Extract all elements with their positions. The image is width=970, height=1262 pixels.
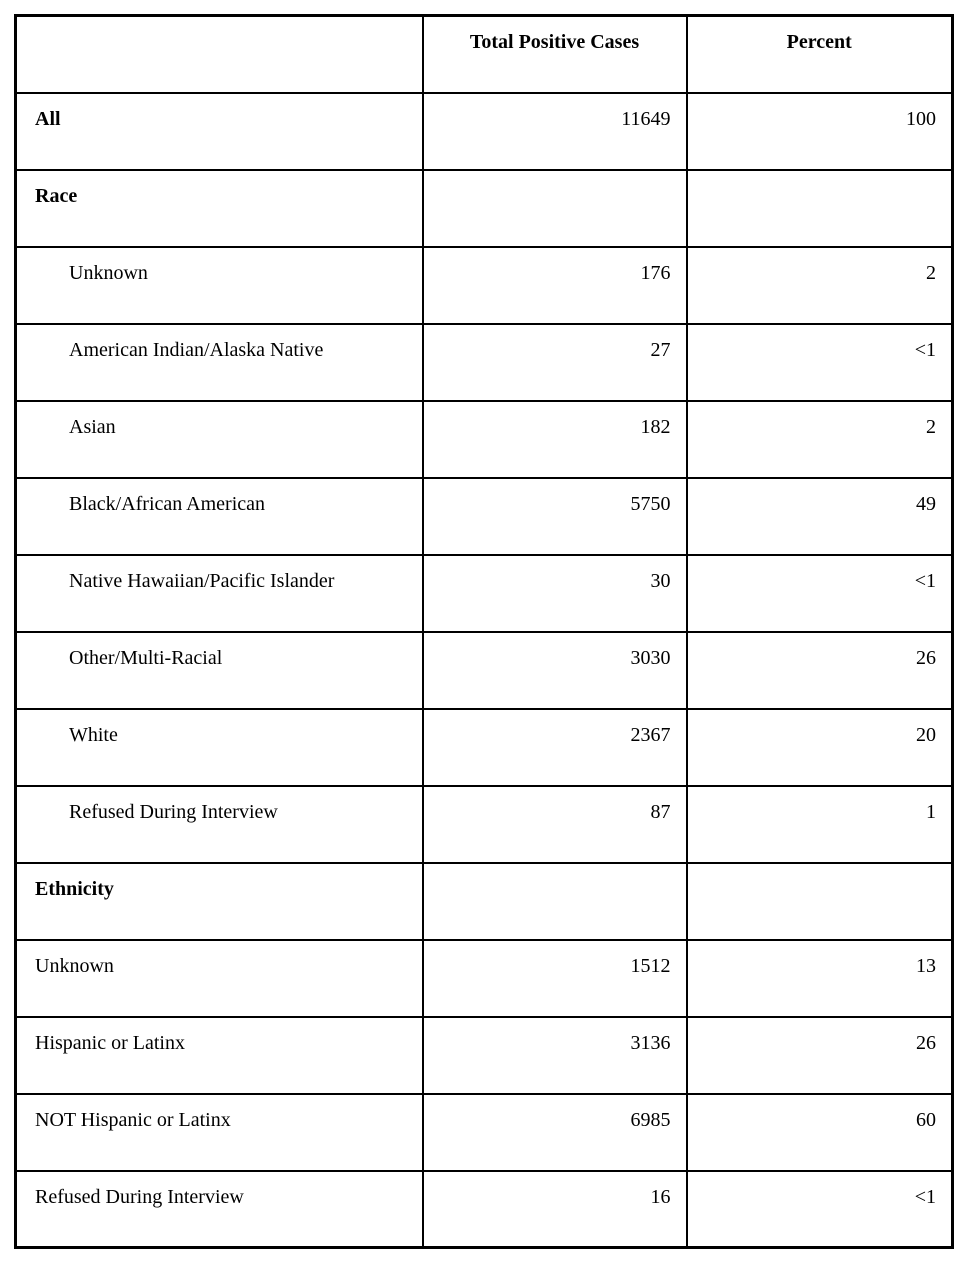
total-positive-cases-cell: 87 — [421, 784, 688, 864]
table-row: Race — [14, 168, 954, 248]
cases-by-race-ethnicity-table: Total Positive Cases Percent All 11649 100… — [14, 14, 954, 1249]
total-positive-cases-cell: 182 — [421, 399, 688, 479]
total-positive-cases-cell: 3030 — [421, 630, 688, 710]
table-row: Asian 182 2 — [14, 399, 954, 479]
percent-cell: 1 — [685, 784, 954, 864]
table-row: Ethnicity — [14, 861, 954, 941]
row-label-cell: White — [14, 707, 424, 787]
percent-cell: <1 — [685, 322, 954, 402]
total-positive-cases-cell: 3136 — [421, 1015, 688, 1095]
table-row: NOT Hispanic or Latinx 6985 60 — [14, 1092, 954, 1172]
table-row: Unknown 176 2 — [14, 245, 954, 325]
total-positive-cases-cell: 11649 — [421, 91, 688, 171]
table-body: All 11649 100 Race Unknown 176 2 American India… — [14, 91, 954, 1249]
row-label-cell: NOT Hispanic or Latinx — [14, 1092, 424, 1172]
table-row: American Indian/Alaska Native 27 <1 — [14, 322, 954, 402]
row-label-cell: Other/Multi-Racial — [14, 630, 424, 710]
row-label-cell: Ethnicity — [14, 861, 424, 941]
header-row: Total Positive Cases Percent — [14, 14, 954, 94]
total-positive-cases-cell — [421, 168, 688, 248]
percent-cell: 26 — [685, 1015, 954, 1095]
total-positive-cases-cell: 30 — [421, 553, 688, 633]
table-row: Refused During Interview 87 1 — [14, 784, 954, 864]
percent-cell: <1 — [685, 1169, 954, 1249]
total-positive-cases-cell: 5750 — [421, 476, 688, 556]
total-positive-cases-cell: 176 — [421, 245, 688, 325]
table-row: White 2367 20 — [14, 707, 954, 787]
percent-cell: 2 — [685, 399, 954, 479]
total-positive-cases-cell: 1512 — [421, 938, 688, 1018]
percent-cell: 49 — [685, 476, 954, 556]
table-row: Black/African American 5750 49 — [14, 476, 954, 556]
row-label-cell: Race — [14, 168, 424, 248]
column-header-total-positive-cases: Total Positive Cases — [421, 14, 688, 94]
percent-cell: 2 — [685, 245, 954, 325]
row-label-cell: Hispanic or Latinx — [14, 1015, 424, 1095]
table-row: Hispanic or Latinx 3136 26 — [14, 1015, 954, 1095]
total-positive-cases-cell: 16 — [421, 1169, 688, 1249]
table-row: All 11649 100 — [14, 91, 954, 171]
row-label-cell: Unknown — [14, 938, 424, 1018]
percent-cell: 13 — [685, 938, 954, 1018]
column-header-blank — [14, 14, 424, 94]
percent-cell — [685, 168, 954, 248]
total-positive-cases-cell: 6985 — [421, 1092, 688, 1172]
percent-cell: 20 — [685, 707, 954, 787]
percent-cell — [685, 861, 954, 941]
percent-cell: 26 — [685, 630, 954, 710]
column-header-percent: Percent — [685, 14, 954, 94]
percent-cell: 60 — [685, 1092, 954, 1172]
row-label-cell: American Indian/Alaska Native — [14, 322, 424, 402]
row-label-cell: Native Hawaiian/Pacific Islander — [14, 553, 424, 633]
table-row: Refused During Interview 16 <1 — [14, 1169, 954, 1249]
row-label-cell: Unknown — [14, 245, 424, 325]
row-label-cell: Refused During Interview — [14, 784, 424, 864]
total-positive-cases-cell — [421, 861, 688, 941]
table-row: Other/Multi-Racial 3030 26 — [14, 630, 954, 710]
row-label-cell: Asian — [14, 399, 424, 479]
table-row: Native Hawaiian/Pacific Islander 30 <1 — [14, 553, 954, 633]
row-label-cell: Refused During Interview — [14, 1169, 424, 1249]
total-positive-cases-cell: 2367 — [421, 707, 688, 787]
row-label-cell: Black/African American — [14, 476, 424, 556]
percent-cell: 100 — [685, 91, 954, 171]
percent-cell: <1 — [685, 553, 954, 633]
total-positive-cases-cell: 27 — [421, 322, 688, 402]
row-label-cell: All — [14, 91, 424, 171]
table-row: Unknown 1512 13 — [14, 938, 954, 1018]
